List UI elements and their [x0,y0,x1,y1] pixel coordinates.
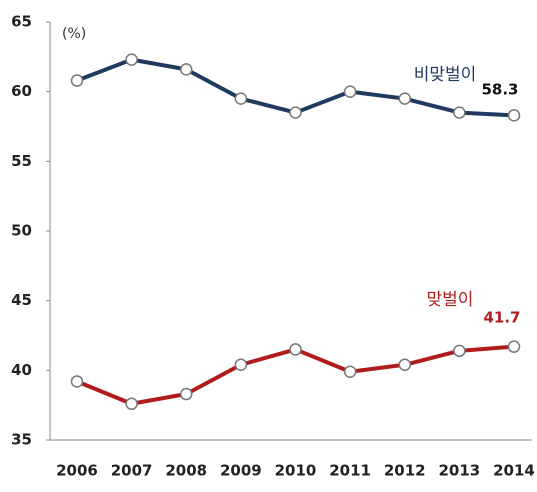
point [398,92,411,105]
point [507,340,521,353]
data-label: 41.7 [483,309,520,327]
point [180,387,193,401]
point [398,358,411,372]
point [453,344,466,358]
point [289,106,302,119]
data-label: 58.3 [481,81,518,99]
series-label: 맞벌이 [427,290,474,310]
point [343,365,357,378]
y-tick-label: 55 [11,152,32,170]
x-tick-label: 2009 [220,462,262,480]
x-tick-label: 2010 [275,462,317,480]
point [507,109,521,122]
y-tick-label: 60 [11,82,32,100]
y-tick-label: 35 [11,431,32,449]
x-tick-label: 2014 [493,462,535,480]
point [125,53,138,66]
point [453,106,466,119]
unit-label: (%) [62,26,86,42]
y-tick-label: 50 [11,222,32,240]
point [343,85,357,98]
x-tick-label: 2006 [56,462,98,480]
point [70,74,84,87]
x-tick-label: 2007 [111,462,153,480]
point [125,397,138,411]
point [234,92,248,105]
x-tick-label: 2013 [439,462,481,480]
x-tick-label: 2008 [165,462,207,480]
y-tick-label: 65 [11,13,32,31]
point [234,358,248,372]
x-tick-label: 2011 [329,462,371,480]
series-label: 비맞벌이 [414,65,477,85]
y-tick-label: 45 [11,291,32,309]
point [70,375,84,388]
y-tick-label: 40 [11,361,32,379]
point [289,343,302,356]
x-tick-label: 2012 [384,462,426,480]
point [180,63,193,76]
